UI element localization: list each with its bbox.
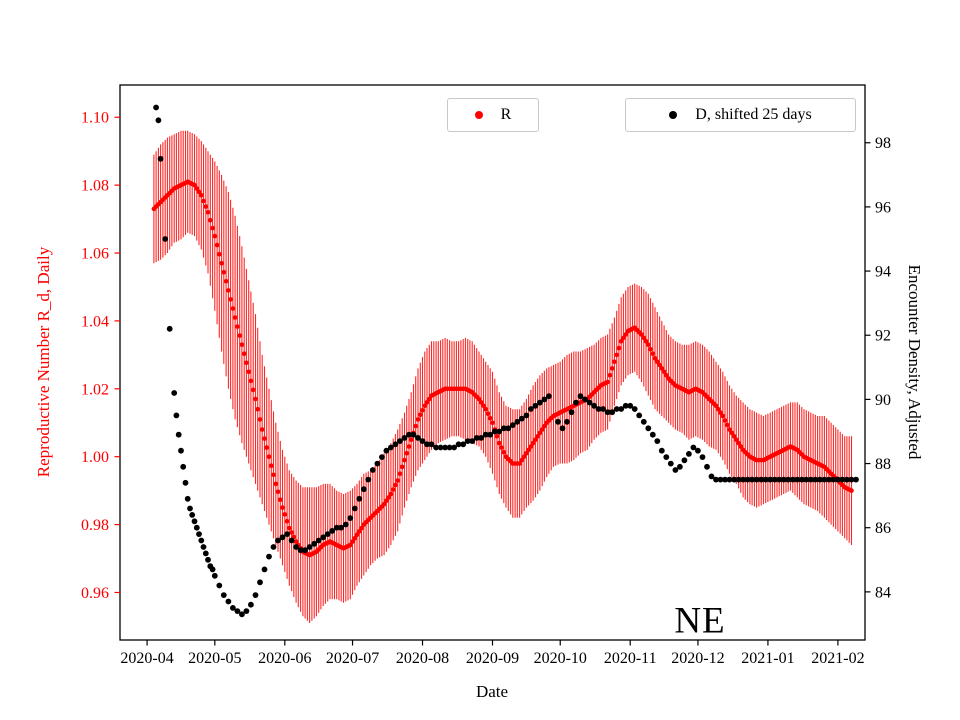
d-series-marker-icon	[669, 111, 678, 119]
svg-text:86: 86	[875, 520, 891, 537]
svg-text:1.04: 1.04	[81, 313, 109, 330]
svg-text:92: 92	[875, 328, 891, 345]
r-series-dots	[151, 179, 854, 558]
svg-text:96: 96	[875, 199, 891, 216]
legend-d: D, shifted 25 days	[625, 98, 856, 132]
svg-text:2020-07: 2020-07	[326, 650, 379, 667]
svg-text:90: 90	[875, 392, 891, 409]
svg-text:94: 94	[875, 264, 891, 281]
svg-text:2021-02: 2021-02	[811, 650, 864, 667]
region-annotation: NE	[674, 600, 726, 642]
svg-text:98: 98	[875, 135, 891, 152]
svg-text:0.98: 0.98	[81, 517, 109, 534]
svg-text:1.10: 1.10	[81, 110, 109, 127]
legend-r: R	[447, 98, 539, 132]
svg-text:2020-06: 2020-06	[258, 650, 311, 667]
right-axis-label: Encounter Density, Adjusted	[905, 264, 924, 460]
d-series-dots	[153, 104, 859, 618]
svg-text:2020-12: 2020-12	[671, 650, 724, 667]
svg-text:2020-10: 2020-10	[534, 650, 587, 667]
svg-text:1.08: 1.08	[81, 178, 109, 195]
x-axis-label: Date	[475, 682, 509, 701]
svg-text:2021-01: 2021-01	[741, 650, 794, 667]
left-axis-label: Reproductive Number R_d, Daily	[34, 246, 53, 478]
svg-text:2020-11: 2020-11	[604, 650, 657, 667]
svg-text:1.02: 1.02	[81, 381, 109, 398]
legend-d-label: D, shifted 25 days	[695, 106, 812, 123]
svg-text:2020-08: 2020-08	[396, 650, 449, 667]
plot-border	[119, 84, 866, 641]
svg-text:88: 88	[875, 456, 891, 473]
svg-text:1.06: 1.06	[81, 246, 109, 263]
left-axis-ticks: 0.96 0.98 1.00 1.02 1.04 1.06 1.08 1.10	[81, 110, 120, 602]
legend-r-label: R	[500, 106, 512, 123]
svg-text:2020-05: 2020-05	[188, 650, 241, 667]
svg-text:0.96: 0.96	[81, 585, 109, 602]
x-axis-ticks: 2020-04 2020-05 2020-06 2020-07 2020-08 2020-…	[120, 640, 865, 667]
svg-text:2020-09: 2020-09	[466, 650, 519, 667]
r-errorbar-group	[153, 130, 853, 623]
right-axis-ticks: 84 86 88 90 92 94 96 98	[865, 135, 891, 601]
svg-text:1.00: 1.00	[81, 449, 109, 466]
svg-text:2020-04: 2020-04	[120, 650, 173, 667]
r-series-marker-icon	[474, 111, 483, 119]
svg-text:84: 84	[875, 584, 891, 601]
